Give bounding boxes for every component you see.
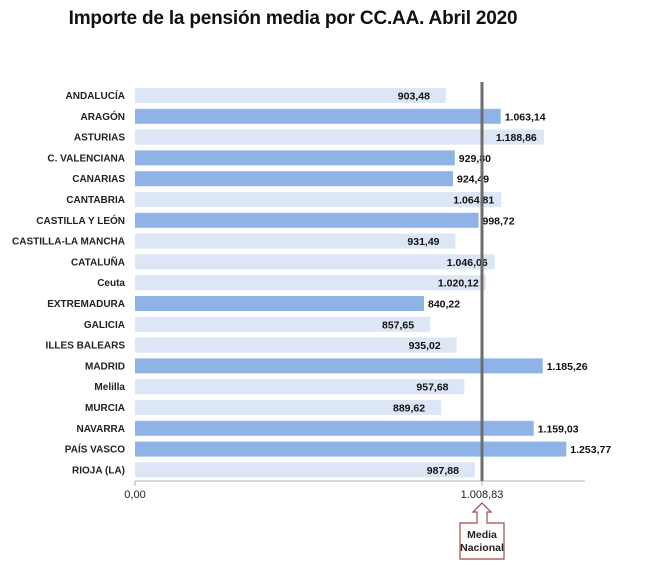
category-label: ILLES BALEARS xyxy=(46,341,126,352)
callout-label: Nacional xyxy=(460,542,504,554)
value-label: 987,88 xyxy=(427,465,459,477)
category-label: CANARIAS xyxy=(72,174,125,185)
value-label: 840,22 xyxy=(428,299,460,311)
bar xyxy=(135,441,567,457)
bar xyxy=(135,379,465,395)
bar xyxy=(135,275,486,291)
value-label: 957,68 xyxy=(416,382,448,394)
category-label: C. VALENCIANA xyxy=(47,153,125,164)
bar xyxy=(135,462,475,478)
x-tick-label: 1.008,83 xyxy=(461,489,504,501)
category-label: CASTILLA Y LEÓN xyxy=(36,214,125,227)
value-label: 1.063,14 xyxy=(505,111,546,123)
value-label: 1.159,03 xyxy=(538,423,579,435)
bar xyxy=(135,88,446,103)
bar xyxy=(135,337,457,353)
bar xyxy=(135,108,501,124)
value-label: 1.188,86 xyxy=(496,132,537,144)
category-label: CATALUÑA xyxy=(71,255,125,268)
value-label: 929,80 xyxy=(459,153,491,165)
bar xyxy=(135,212,479,228)
category-label: Ceuta xyxy=(97,278,125,289)
category-label: Melilla xyxy=(94,382,125,393)
x-tick-label: 0,00 xyxy=(124,489,145,501)
value-label: 903,48 xyxy=(398,91,430,103)
category-label: ASTURIAS xyxy=(74,133,125,144)
category-label: ARAGÓN xyxy=(81,110,125,123)
callout-label: Media xyxy=(467,529,497,541)
category-label: MADRID xyxy=(85,361,125,372)
category-label: NAVARRA xyxy=(76,424,125,435)
x-axis: 0,00 1.008,83 xyxy=(124,480,585,501)
value-label: 889,62 xyxy=(393,403,425,415)
bar xyxy=(135,150,455,166)
bar xyxy=(135,129,544,145)
value-labels-group: 903,48 1.063,14 1.188,86 929,80 924,49 1.064,… xyxy=(382,91,611,477)
bar xyxy=(135,420,534,436)
bar xyxy=(135,358,543,374)
category-label: PAÍS VASCO xyxy=(65,443,125,456)
category-label: EXTREMADURA xyxy=(47,299,125,310)
bar xyxy=(135,400,441,415)
bar xyxy=(135,192,502,207)
value-label: 1.253,77 xyxy=(570,444,611,456)
value-label: 998,72 xyxy=(483,215,515,227)
value-label: 931,49 xyxy=(407,236,439,248)
category-label: CANTABRIA xyxy=(66,195,125,206)
value-label: 857,65 xyxy=(382,319,414,331)
value-label: 924,49 xyxy=(457,174,489,186)
bar xyxy=(135,254,495,270)
category-labels-group: ANDALUCÍA ARAGÓN ASTURIAS C. VALENCIANA CANA… xyxy=(12,89,125,476)
value-label: 1.185,26 xyxy=(547,361,588,373)
bars-group xyxy=(135,88,567,478)
category-label: MURCIA xyxy=(85,403,125,414)
chart-title: Importe de la pensión media por CC.AA. A… xyxy=(68,8,518,29)
category-label: CASTILLA-LA MANCHA xyxy=(12,237,125,248)
bar xyxy=(135,171,453,187)
category-label: ANDALUCÍA xyxy=(66,89,125,102)
bar xyxy=(135,316,430,332)
callout-arrow-box xyxy=(459,502,505,560)
bar xyxy=(135,233,456,249)
category-label: GALICIA xyxy=(84,320,125,331)
value-label: 1.020,12 xyxy=(438,278,479,290)
value-label: 1.046,06 xyxy=(447,257,488,269)
category-label: RIOJA (LA) xyxy=(72,465,125,476)
value-label: 935,02 xyxy=(409,340,441,352)
value-label: 1.064,81 xyxy=(453,195,494,207)
bar xyxy=(135,296,424,311)
